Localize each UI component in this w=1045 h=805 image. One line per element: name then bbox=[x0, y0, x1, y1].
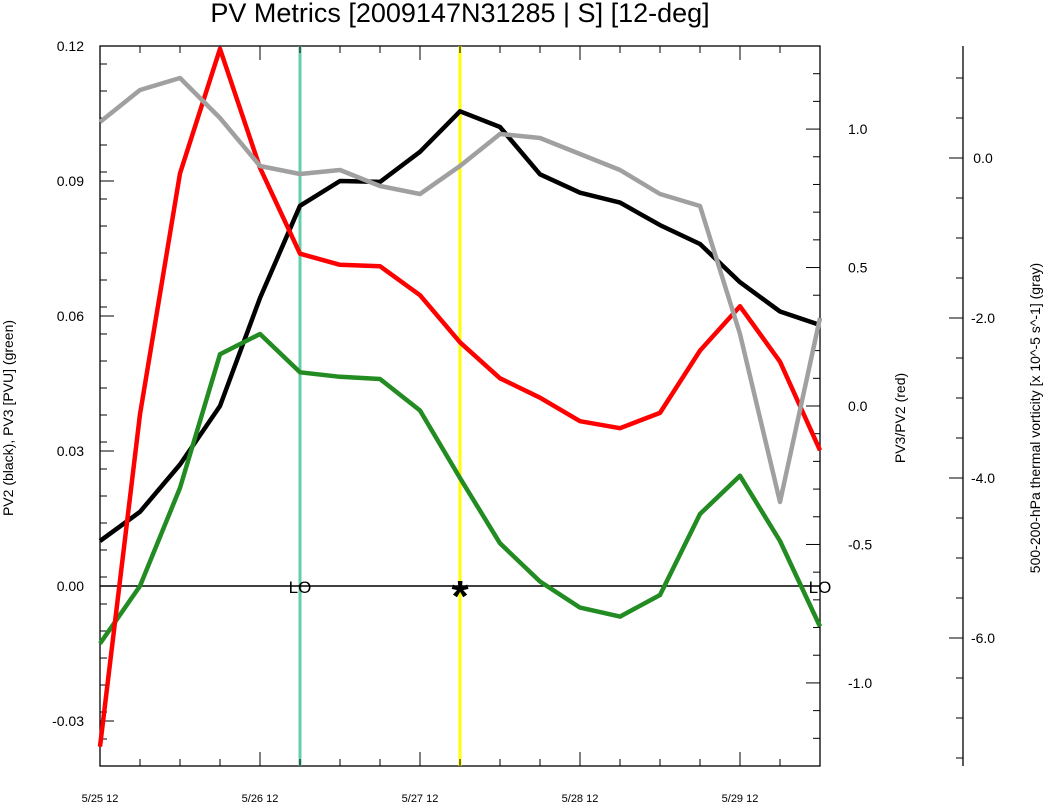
series-line-1 bbox=[98, 331, 823, 645]
right-axis-2-tick-label: -2.0 bbox=[971, 310, 995, 326]
left-axis-tick-label: 0.06 bbox=[57, 308, 84, 324]
series-line-3 bbox=[98, 75, 823, 505]
right-axis-1-tick-label: 0.0 bbox=[848, 398, 868, 414]
series-line-0 bbox=[98, 109, 821, 543]
series-line-2 bbox=[97, 46, 823, 747]
star-marker: * bbox=[451, 572, 469, 621]
x-axis-tick-label: 5/28 12 bbox=[562, 793, 599, 805]
right-axis-2-label: 500-200-hPa thermal vorticity [x 10^-5 s… bbox=[1027, 263, 1043, 573]
left-axis-tick-label: -0.03 bbox=[52, 713, 84, 729]
right-axis-1-tick-label: 0.5 bbox=[848, 260, 868, 276]
x-axis-tick-label: 5/27 12 bbox=[402, 793, 439, 805]
right-axis-1-tick-label: -1.0 bbox=[848, 675, 872, 691]
right-axis-1-tick-label: 1.0 bbox=[848, 121, 868, 137]
right-axis-1-tick-label: -0.5 bbox=[848, 536, 872, 552]
right-axis-2-tick-label: 0.0 bbox=[973, 150, 993, 166]
plot-area: 0.12 0.09 0.06 0.03 0.00 -0.03 1.0 0.5 0.0 -0.5 -1… bbox=[52, 38, 995, 805]
right-axis-2-tick-label: -4.0 bbox=[971, 470, 995, 486]
lo-annotation-0: LO bbox=[289, 578, 312, 597]
x-axis-tick-label: 5/25 12 bbox=[82, 793, 119, 805]
x-axis-tick-label: 5/29 12 bbox=[722, 793, 759, 805]
left-axis-tick-label: 0.03 bbox=[57, 443, 84, 459]
right-axis-2-tick-label: -6.0 bbox=[971, 630, 995, 646]
left-axis-tick-label: 0.00 bbox=[57, 578, 84, 594]
left-axis-tick-label: 0.09 bbox=[57, 173, 84, 189]
left-axis-label: PV2 (black), PV3 [PVU] (green) bbox=[0, 320, 16, 516]
left-axis-tick-label: 0.12 bbox=[57, 38, 84, 54]
x-axis-tick-label: 5/26 12 bbox=[242, 793, 279, 805]
lo-annotation-1: LO bbox=[809, 578, 832, 597]
chart-title: PV Metrics [2009147N31285 | S] [12-deg] bbox=[210, 0, 709, 28]
right-axis-1-label: PV3/PV2 (red) bbox=[892, 373, 908, 463]
